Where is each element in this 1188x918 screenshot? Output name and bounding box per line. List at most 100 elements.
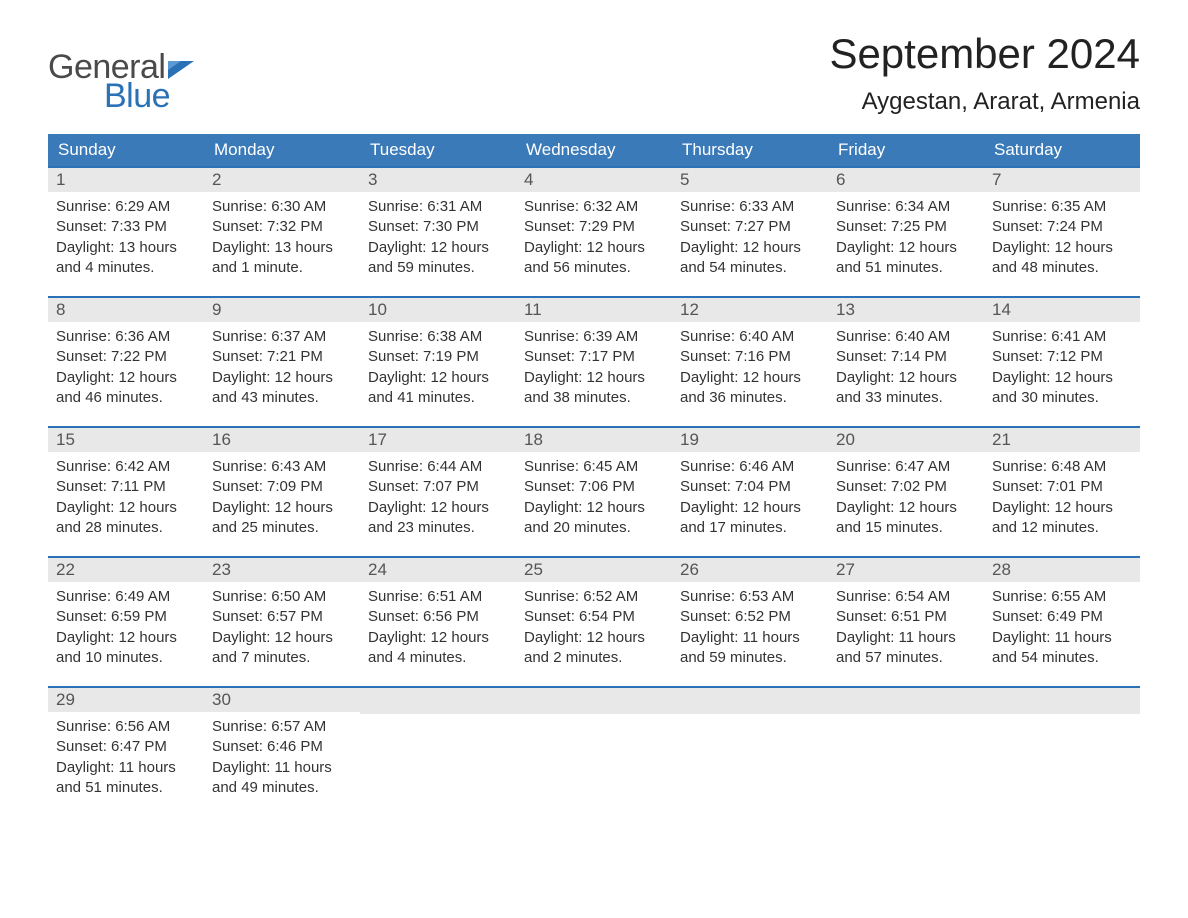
day-cell: 8Sunrise: 6:36 AMSunset: 7:22 PMDaylight… — [48, 297, 204, 427]
day-sunset: Sunset: 7:12 PM — [992, 347, 1132, 367]
day-sunrise: Sunrise: 6:47 AM — [836, 457, 976, 477]
location: Aygestan, Ararat, Armenia — [829, 88, 1140, 116]
day-sunrise: Sunrise: 6:34 AM — [836, 197, 976, 217]
day-dl1: Daylight: 11 hours — [212, 758, 352, 778]
day-sunrise: Sunrise: 6:39 AM — [524, 327, 664, 347]
day-header: Wednesday — [516, 134, 672, 167]
logo: General Blue — [48, 48, 194, 116]
day-number: 19 — [672, 428, 828, 452]
day-number: 15 — [48, 428, 204, 452]
day-dl1: Daylight: 12 hours — [56, 498, 196, 518]
day-body: Sunrise: 6:46 AMSunset: 7:04 PMDaylight:… — [672, 452, 828, 540]
day-sunset: Sunset: 7:22 PM — [56, 347, 196, 367]
day-number: 8 — [48, 298, 204, 322]
day-dl1: Daylight: 12 hours — [680, 498, 820, 518]
day-dl2: and 25 minutes. — [212, 518, 352, 538]
day-dl2: and 59 minutes. — [680, 648, 820, 668]
day-sunset: Sunset: 7:11 PM — [56, 477, 196, 497]
day-number: 27 — [828, 558, 984, 582]
day-cell — [516, 687, 672, 816]
day-body: Sunrise: 6:30 AMSunset: 7:32 PMDaylight:… — [204, 192, 360, 280]
day-dl1: Daylight: 12 hours — [524, 498, 664, 518]
day-number-bar — [360, 688, 516, 714]
day-header: Saturday — [984, 134, 1140, 167]
day-number: 18 — [516, 428, 672, 452]
day-dl1: Daylight: 12 hours — [212, 498, 352, 518]
day-dl1: Daylight: 12 hours — [836, 238, 976, 258]
day-number: 11 — [516, 298, 672, 322]
day-sunset: Sunset: 7:32 PM — [212, 217, 352, 237]
day-dl2: and 51 minutes. — [836, 258, 976, 278]
day-sunset: Sunset: 7:17 PM — [524, 347, 664, 367]
day-sunrise: Sunrise: 6:33 AM — [680, 197, 820, 217]
day-sunrise: Sunrise: 6:50 AM — [212, 587, 352, 607]
day-number: 30 — [204, 688, 360, 712]
day-dl1: Daylight: 12 hours — [836, 368, 976, 388]
day-cell: 18Sunrise: 6:45 AMSunset: 7:06 PMDayligh… — [516, 427, 672, 557]
day-cell: 6Sunrise: 6:34 AMSunset: 7:25 PMDaylight… — [828, 167, 984, 297]
day-header: Tuesday — [360, 134, 516, 167]
day-cell: 17Sunrise: 6:44 AMSunset: 7:07 PMDayligh… — [360, 427, 516, 557]
day-cell: 23Sunrise: 6:50 AMSunset: 6:57 PMDayligh… — [204, 557, 360, 687]
day-cell — [360, 687, 516, 816]
day-dl1: Daylight: 11 hours — [680, 628, 820, 648]
day-sunrise: Sunrise: 6:35 AM — [992, 197, 1132, 217]
day-sunrise: Sunrise: 6:55 AM — [992, 587, 1132, 607]
day-cell: 27Sunrise: 6:54 AMSunset: 6:51 PMDayligh… — [828, 557, 984, 687]
day-dl2: and 12 minutes. — [992, 518, 1132, 538]
day-number: 10 — [360, 298, 516, 322]
day-cell: 2Sunrise: 6:30 AMSunset: 7:32 PMDaylight… — [204, 167, 360, 297]
day-header: Sunday — [48, 134, 204, 167]
day-header: Friday — [828, 134, 984, 167]
day-sunrise: Sunrise: 6:53 AM — [680, 587, 820, 607]
day-number: 2 — [204, 168, 360, 192]
day-number-bar — [828, 688, 984, 714]
day-dl1: Daylight: 12 hours — [680, 368, 820, 388]
day-dl1: Daylight: 12 hours — [992, 238, 1132, 258]
day-sunrise: Sunrise: 6:42 AM — [56, 457, 196, 477]
day-dl2: and 46 minutes. — [56, 388, 196, 408]
day-sunset: Sunset: 6:54 PM — [524, 607, 664, 627]
day-dl1: Daylight: 12 hours — [524, 628, 664, 648]
day-sunrise: Sunrise: 6:52 AM — [524, 587, 664, 607]
day-dl2: and 56 minutes. — [524, 258, 664, 278]
week-row: 8Sunrise: 6:36 AMSunset: 7:22 PMDaylight… — [48, 297, 1140, 427]
day-number: 1 — [48, 168, 204, 192]
day-sunrise: Sunrise: 6:37 AM — [212, 327, 352, 347]
day-dl2: and 41 minutes. — [368, 388, 508, 408]
day-cell: 20Sunrise: 6:47 AMSunset: 7:02 PMDayligh… — [828, 427, 984, 557]
day-number: 12 — [672, 298, 828, 322]
day-number: 21 — [984, 428, 1140, 452]
day-sunset: Sunset: 6:56 PM — [368, 607, 508, 627]
day-cell — [984, 687, 1140, 816]
day-body: Sunrise: 6:49 AMSunset: 6:59 PMDaylight:… — [48, 582, 204, 670]
day-dl2: and 43 minutes. — [212, 388, 352, 408]
day-number: 23 — [204, 558, 360, 582]
day-sunset: Sunset: 6:52 PM — [680, 607, 820, 627]
day-cell: 25Sunrise: 6:52 AMSunset: 6:54 PMDayligh… — [516, 557, 672, 687]
day-sunrise: Sunrise: 6:31 AM — [368, 197, 508, 217]
day-dl2: and 36 minutes. — [680, 388, 820, 408]
day-sunrise: Sunrise: 6:29 AM — [56, 197, 196, 217]
day-cell: 26Sunrise: 6:53 AMSunset: 6:52 PMDayligh… — [672, 557, 828, 687]
day-sunrise: Sunrise: 6:40 AM — [680, 327, 820, 347]
day-body: Sunrise: 6:42 AMSunset: 7:11 PMDaylight:… — [48, 452, 204, 540]
day-header: Thursday — [672, 134, 828, 167]
day-number: 24 — [360, 558, 516, 582]
day-sunset: Sunset: 6:47 PM — [56, 737, 196, 757]
day-dl2: and 2 minutes. — [524, 648, 664, 668]
day-cell: 10Sunrise: 6:38 AMSunset: 7:19 PMDayligh… — [360, 297, 516, 427]
day-number: 14 — [984, 298, 1140, 322]
day-dl2: and 51 minutes. — [56, 778, 196, 798]
day-dl1: Daylight: 12 hours — [368, 368, 508, 388]
day-body: Sunrise: 6:41 AMSunset: 7:12 PMDaylight:… — [984, 322, 1140, 410]
day-dl2: and 33 minutes. — [836, 388, 976, 408]
day-dl1: Daylight: 11 hours — [992, 628, 1132, 648]
day-sunset: Sunset: 6:49 PM — [992, 607, 1132, 627]
day-dl2: and 4 minutes. — [368, 648, 508, 668]
day-number: 5 — [672, 168, 828, 192]
day-sunset: Sunset: 7:14 PM — [836, 347, 976, 367]
day-dl2: and 23 minutes. — [368, 518, 508, 538]
day-sunrise: Sunrise: 6:40 AM — [836, 327, 976, 347]
day-cell: 19Sunrise: 6:46 AMSunset: 7:04 PMDayligh… — [672, 427, 828, 557]
